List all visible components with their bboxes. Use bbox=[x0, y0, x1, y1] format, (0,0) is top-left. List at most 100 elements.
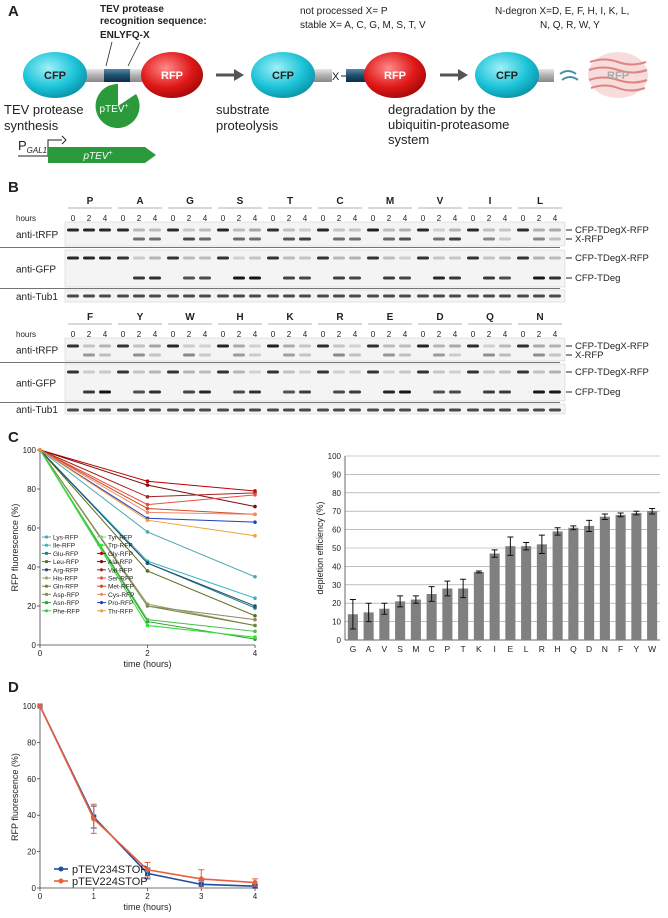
y-tick-label: 80 bbox=[332, 489, 341, 498]
y-axis-label: RFP fluorescence (%) bbox=[10, 504, 20, 592]
marker bbox=[145, 506, 150, 511]
y-tick-label: 70 bbox=[332, 507, 341, 516]
y-tick-label: 60 bbox=[27, 524, 36, 533]
residue-label: L bbox=[537, 196, 543, 207]
sequence: ENLYFQ-X bbox=[100, 30, 150, 41]
band bbox=[433, 344, 445, 348]
band bbox=[249, 344, 261, 348]
time-label: 0 bbox=[521, 214, 526, 223]
band bbox=[267, 408, 279, 412]
bar bbox=[363, 612, 374, 640]
legend-marker bbox=[99, 609, 104, 613]
band bbox=[549, 228, 561, 232]
bar bbox=[568, 527, 579, 640]
marker bbox=[253, 596, 257, 600]
marker bbox=[145, 867, 150, 873]
legend-marker bbox=[99, 551, 104, 556]
band bbox=[399, 370, 411, 374]
series-line bbox=[39, 705, 256, 884]
ptev-base: pTEV bbox=[99, 104, 124, 115]
band bbox=[149, 294, 161, 298]
pointer bbox=[105, 41, 113, 67]
band bbox=[483, 237, 495, 241]
band bbox=[417, 256, 429, 260]
band bbox=[383, 228, 395, 232]
legend-label: pTEV234STOP bbox=[72, 864, 148, 876]
band bbox=[533, 408, 545, 412]
y-tick-label: 40 bbox=[332, 562, 341, 571]
band bbox=[99, 294, 111, 298]
marker bbox=[253, 604, 257, 608]
time-label: 4 bbox=[353, 330, 358, 339]
cfp bbox=[251, 52, 315, 98]
time-label: 0 bbox=[171, 330, 176, 339]
marker bbox=[253, 512, 257, 517]
time-label: 0 bbox=[321, 330, 326, 339]
band bbox=[449, 390, 461, 394]
panel-a: TEV protease recognition sequence: ENLYF… bbox=[4, 4, 648, 163]
residue-label: S bbox=[237, 196, 244, 207]
band bbox=[333, 408, 345, 412]
legend-marker bbox=[44, 576, 49, 580]
band bbox=[67, 294, 79, 298]
gene-arrow bbox=[48, 147, 156, 163]
band bbox=[433, 228, 445, 232]
band bbox=[233, 228, 245, 232]
marker bbox=[252, 880, 258, 886]
band bbox=[183, 294, 195, 298]
marker bbox=[145, 510, 150, 515]
band bbox=[467, 408, 479, 412]
band bbox=[283, 256, 295, 260]
band bbox=[199, 256, 211, 260]
band bbox=[399, 390, 411, 394]
y-tick-label: 100 bbox=[328, 452, 342, 461]
marker bbox=[253, 635, 257, 639]
y-axis-label: RFP fluorescence (%) bbox=[10, 753, 20, 841]
band bbox=[499, 256, 511, 260]
band bbox=[449, 294, 461, 298]
time-label: 2 bbox=[237, 214, 242, 223]
band bbox=[317, 294, 329, 298]
band bbox=[383, 344, 395, 348]
band bbox=[217, 294, 229, 298]
caption: substrate bbox=[216, 102, 269, 117]
rfp bbox=[141, 52, 203, 98]
tev-title: recognition sequence: bbox=[100, 16, 207, 27]
band bbox=[299, 408, 311, 412]
x-label: X bbox=[332, 71, 340, 83]
error-bar bbox=[412, 595, 419, 604]
ptev-label: pTEV+ bbox=[99, 103, 128, 115]
y-axis-label: depletion efficiency (%) bbox=[315, 502, 325, 595]
y-tick-label: 80 bbox=[27, 485, 36, 494]
band bbox=[199, 228, 211, 232]
row-label: anti-GFP bbox=[16, 265, 56, 276]
time-label: 2 bbox=[537, 330, 542, 339]
legend-marker bbox=[44, 551, 49, 556]
band bbox=[117, 228, 129, 232]
time-label: 0 bbox=[271, 214, 276, 223]
x-tick-label: 3 bbox=[199, 892, 204, 901]
band bbox=[217, 370, 229, 374]
bar bbox=[552, 531, 563, 640]
time-label: 2 bbox=[337, 214, 342, 223]
row-label: anti-tRFP bbox=[16, 230, 59, 241]
legend-label: Val-RFP bbox=[108, 567, 132, 574]
band bbox=[283, 228, 295, 232]
error-bar bbox=[570, 525, 577, 531]
band bbox=[449, 408, 461, 412]
bar bbox=[473, 571, 484, 640]
band bbox=[299, 294, 311, 298]
band bbox=[333, 237, 345, 241]
error-bar bbox=[523, 541, 530, 551]
legend-marker bbox=[99, 568, 104, 572]
bar bbox=[395, 601, 406, 640]
band bbox=[383, 408, 395, 412]
band bbox=[433, 370, 445, 374]
band bbox=[533, 390, 545, 394]
band-label: CFP-TDegX-RFP bbox=[575, 253, 649, 264]
chart: 0 10 20 30 40 50 60 70 80 90 100 depletion efficien… bbox=[315, 452, 660, 654]
error-bar bbox=[349, 599, 356, 630]
time-label: 2 bbox=[187, 214, 192, 223]
band bbox=[167, 294, 179, 298]
legend-marker bbox=[44, 584, 49, 588]
